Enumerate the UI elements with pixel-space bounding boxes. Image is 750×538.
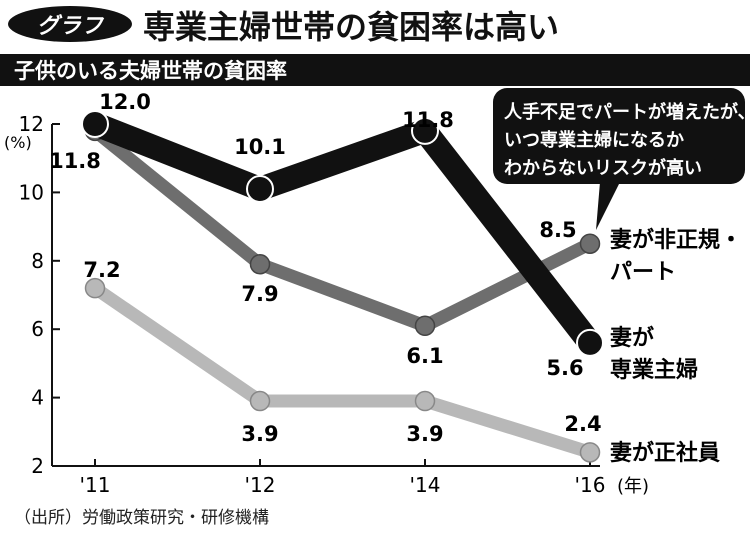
chart-title: 専業主婦世帯の貧困率は高い [143,8,559,46]
data-point [579,442,601,463]
callout-line-2: いつ専業主婦になるか [504,129,684,151]
data-point [411,116,439,145]
data-point [579,233,601,254]
series-name-label: 妻が [610,325,654,351]
y-tick-label: 12 [19,112,44,136]
y-tick-label: 8 [31,249,44,273]
data-label: 11.8 [49,149,101,173]
callout: 人手不足でパートが増えたが、 いつ専業主婦になるか わからないリスクが高い [493,88,750,230]
series-name-label: 専業主婦 [610,357,698,383]
data-label: 2.4 [564,412,601,436]
source-note: （出所）労働政策研究・研修機構 [14,508,269,528]
y-axis-unit: (%) [4,133,32,152]
data-label: 6.1 [406,344,443,368]
data-label: 7.9 [241,282,278,306]
data-point [81,110,109,138]
data-point [84,277,106,299]
data-point [249,253,271,275]
data-label: 3.9 [241,422,278,446]
chart-subtitle: 子供のいる夫婦世帯の貧困率 [14,59,287,83]
header-badge-label: グラフ [37,14,105,39]
data-label: 12.0 [99,90,151,114]
callout-box [493,88,745,184]
subtitle-bar [0,54,750,86]
data-label: 5.6 [546,356,583,380]
y-tick-label: 6 [31,317,44,341]
y-tick-label: 10 [19,180,44,204]
data-label: 3.9 [406,422,443,446]
callout-line-3: わからないリスクが高い [504,157,702,179]
y-tick-label: 2 [31,454,44,478]
data-point [246,174,274,203]
data-point [576,328,604,357]
series-name-label: パート [610,260,676,285]
callout-line-1: 人手不足でパートが増えたが、 [504,101,750,123]
x-tick-label: '11 [80,473,111,497]
data-label: 8.5 [539,218,576,242]
x-tick-label: '16 [575,473,606,497]
callout-pointer [596,182,620,230]
data-point [414,315,436,337]
labels-layer: 12.0 10.1 11.8 5.6 11.8 7.9 6.1 8.5 7.2 3.9 3.9 2.4… [49,90,742,466]
x-tick-label: '12 [245,473,276,497]
x-tick-label: '14 [410,473,441,497]
data-label: 7.2 [83,258,120,282]
series-name-label: 妻が非正規・ [610,227,742,253]
series-line [88,124,597,333]
data-point [249,390,271,412]
data-label: 10.1 [234,135,286,159]
series-name-label: 妻が正社員 [610,440,720,466]
data-label: 11.8 [402,108,454,132]
data-point [414,390,436,412]
y-tick-label: 4 [31,386,44,410]
series-layer [81,110,604,463]
axes: 2 4 6 8 10 12(%) '11 '12 '14 '16 (年) [4,112,649,497]
series-line [83,112,602,355]
series-line [88,281,597,459]
header-badge [8,6,132,42]
x-axis-unit: (年) [617,476,649,497]
